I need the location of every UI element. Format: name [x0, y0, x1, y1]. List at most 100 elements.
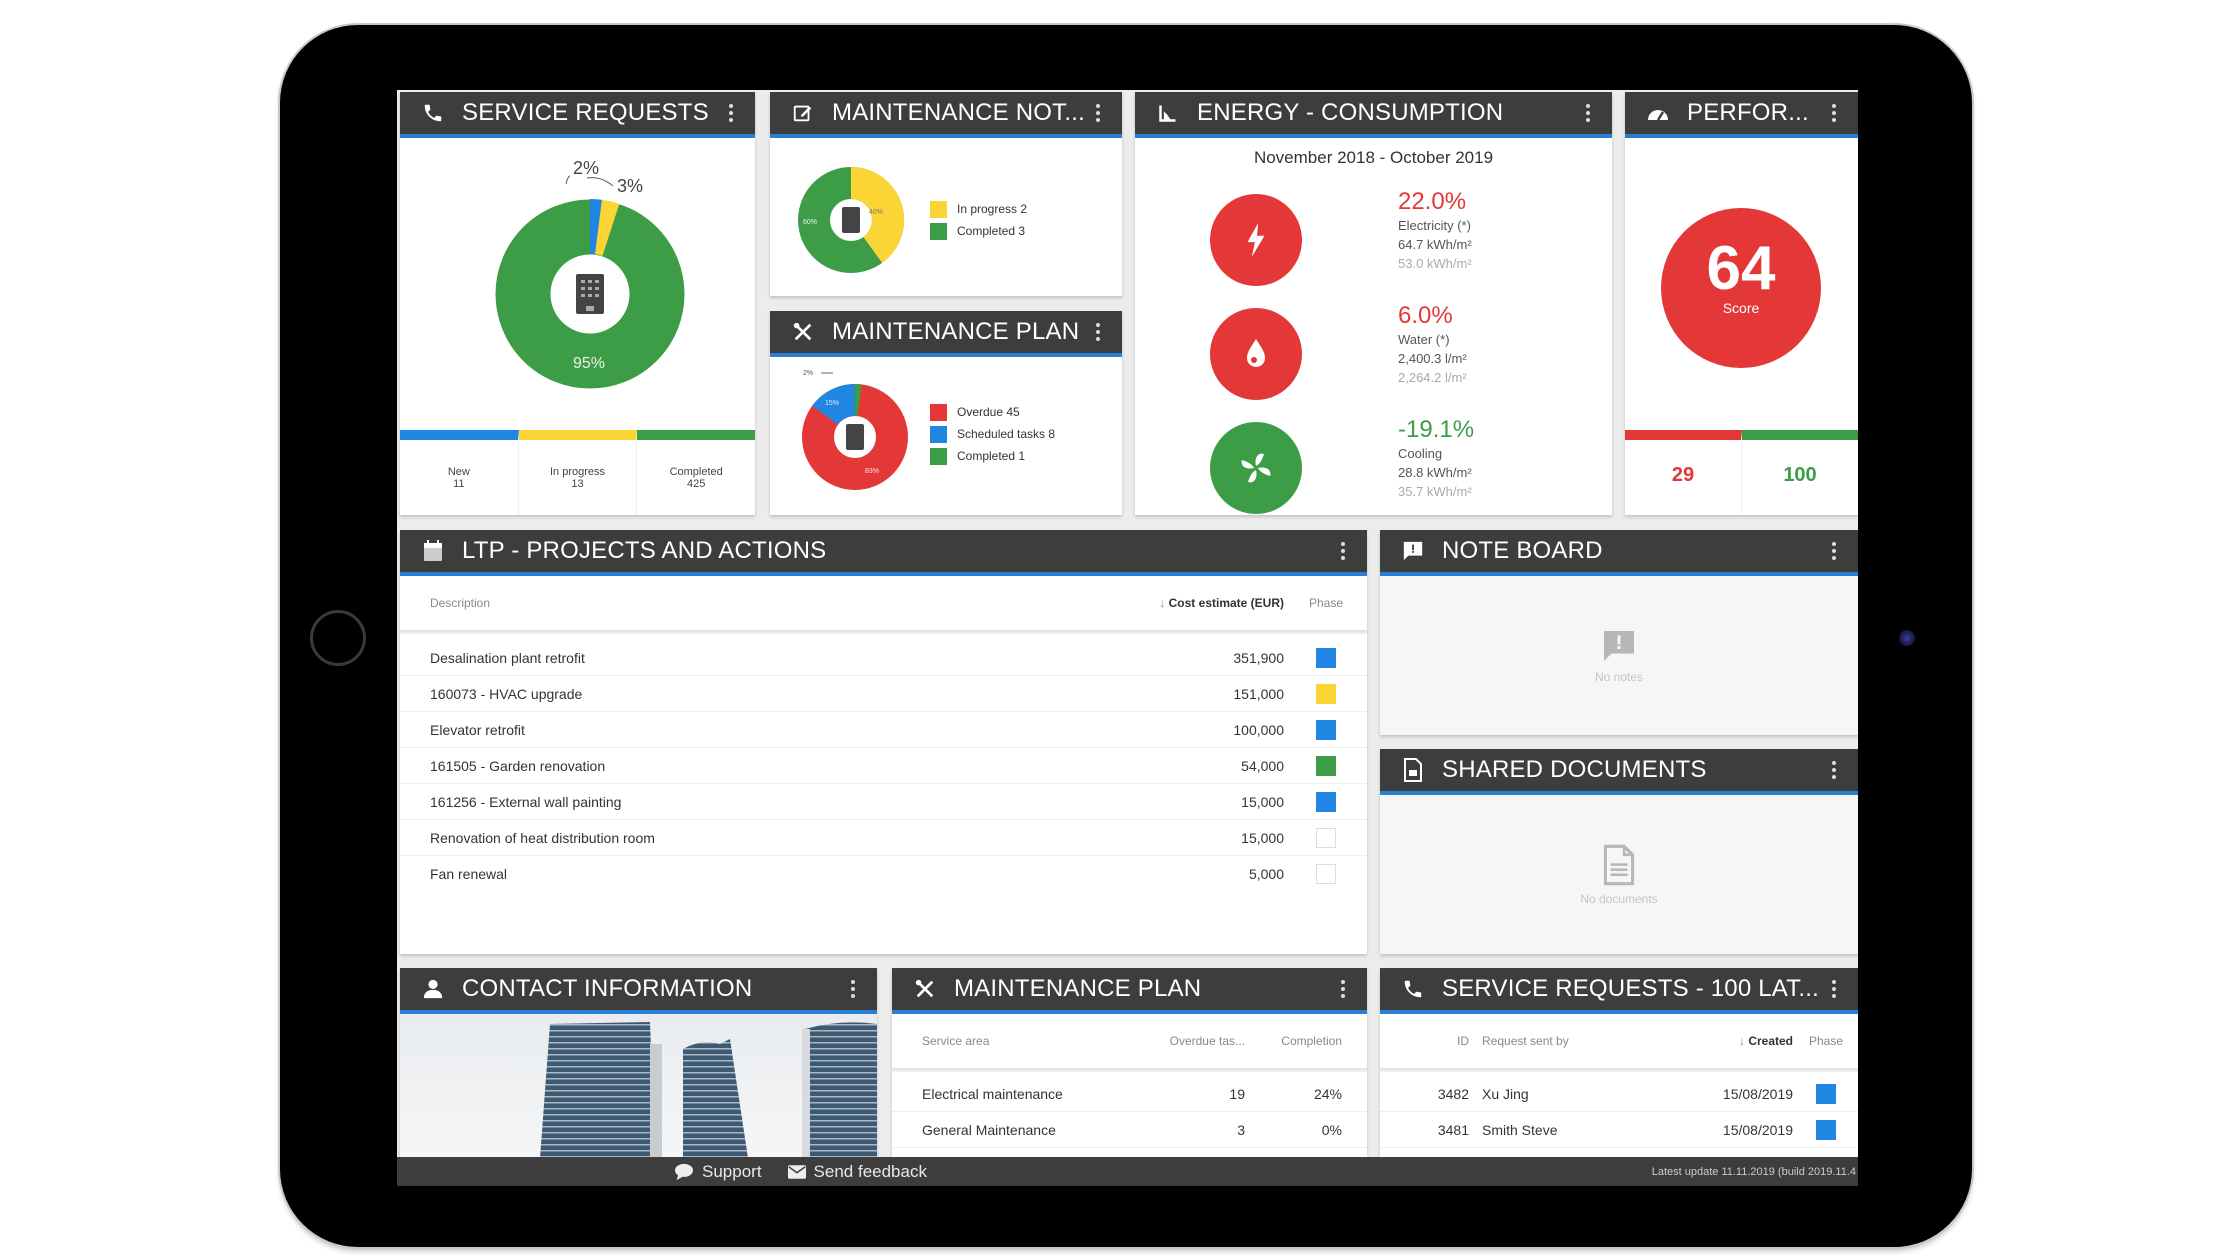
svg-text:3%: 3% [617, 176, 643, 196]
tools-icon [790, 319, 816, 345]
svg-text:2%: 2% [573, 158, 599, 178]
legend-item[interactable]: Completed 1 [930, 445, 1055, 467]
table-row[interactable]: Fan renewal 5,000 [400, 856, 1367, 892]
table-row[interactable]: Elevator retrofit 100,000 [400, 711, 1367, 748]
legend-item[interactable]: Scheduled tasks 8 [930, 423, 1055, 445]
support-link[interactable]: Support [674, 1162, 762, 1182]
column-header-phase[interactable]: Phase [1808, 1034, 1844, 1048]
svg-text:95%: 95% [573, 355, 605, 372]
widget-menu-button[interactable] [1824, 755, 1844, 785]
person-icon [420, 976, 446, 1002]
legend-item[interactable]: In progress 2 [930, 198, 1027, 220]
shared-documents-widget: SHARED DOCUMENTS No documents [1380, 749, 1858, 954]
widget-header: CONTACT INFORMATION [400, 968, 877, 1014]
note-icon [1400, 538, 1426, 564]
chat-bubble-icon [675, 1163, 693, 1180]
water-drop-icon [1210, 308, 1302, 400]
table-row[interactable]: 160073 - HVAC upgrade 151,000 [400, 675, 1367, 712]
column-header-cost[interactable]: ↓ Cost estimate (EUR) [1159, 596, 1284, 610]
calendar-icon [420, 538, 446, 564]
column-header-created[interactable]: ↓ Created [1738, 1034, 1793, 1048]
widget-menu-button[interactable] [1578, 98, 1598, 128]
legend: In progress 2 Completed 3 [930, 198, 1027, 242]
gauge-icon [1645, 100, 1671, 126]
widget-header: MAINTENANCE NOT... [770, 92, 1122, 138]
table-row[interactable]: 3481 Smith Steve 15/08/2019 [1380, 1111, 1858, 1148]
widget-menu-button[interactable] [1824, 974, 1844, 1004]
home-button[interactable] [310, 610, 366, 666]
widget-header: MAINTENANCE PLAN [892, 968, 1367, 1014]
service-requests-donut-chart[interactable]: 2% 3% 95% [470, 154, 710, 404]
lightning-icon [1210, 194, 1302, 286]
column-header-phase[interactable]: Phase [1308, 596, 1344, 610]
widget-menu-button[interactable] [721, 98, 741, 128]
widget-title: CONTACT INFORMATION [462, 975, 753, 1002]
phase-indicator [1316, 863, 1336, 884]
legend-item[interactable]: Completed 3 [930, 220, 1027, 242]
energy-item-water[interactable]: 6.0% Water (*) 2,400.3 l/m² 2,264.2 l/m² [1210, 302, 1590, 412]
empty-message: No documents [1580, 891, 1658, 906]
widget-title: SERVICE REQUESTS - 100 LAT... [1442, 975, 1820, 1002]
energy-consumption-widget: ENERGY - CONSUMPTION November 2018 - Oct… [1135, 92, 1612, 515]
phase-indicator [1816, 1083, 1836, 1104]
column-header-completion[interactable]: Completion [1281, 1034, 1342, 1048]
table-row[interactable]: 161505 - Garden renovation 54,000 [400, 747, 1367, 784]
widget-menu-button[interactable] [843, 974, 863, 1004]
column-header-overdue[interactable]: Overdue tas... [1169, 1034, 1245, 1048]
stat-in-progress[interactable]: In progress 13 [518, 430, 638, 515]
table-row[interactable]: Electrical maintenance 19 24% [892, 1076, 1367, 1112]
widget-title: PERFOR... [1687, 99, 1809, 126]
service-requests-table: ID Request sent by ↓ Created Phase [1380, 1014, 1858, 1068]
widget-menu-button[interactable] [1333, 974, 1353, 1004]
performance-min: 29 [1625, 430, 1742, 515]
stat-new[interactable]: New 11 [400, 430, 519, 515]
dashboard-screen: SERVICE REQUESTS 2% 3% 95% [397, 90, 1858, 1186]
ltp-table-body: Desalination plant retrofit 351,900 16007… [400, 640, 1367, 891]
empty-note-icon [1604, 630, 1634, 661]
column-header-id[interactable]: ID [1457, 1034, 1469, 1048]
energy-item-electricity[interactable]: 22.0% Electricity (*) 64.7 kWh/m² 53.0 k… [1210, 188, 1590, 298]
sort-down-icon: ↓ [1159, 596, 1169, 610]
widget-title: ENERGY - CONSUMPTION [1197, 99, 1504, 126]
widget-menu-button[interactable] [1088, 98, 1108, 128]
widget-menu-button[interactable] [1333, 536, 1353, 566]
phase-indicator [1316, 827, 1336, 848]
maintenance-plan-donut-chart[interactable]: 2% 15% 83% [790, 367, 920, 497]
table-row[interactable]: 161256 - External wall painting 15,000 [400, 783, 1367, 820]
table-row[interactable]: 3482 Xu Jing 15/08/2019 [1380, 1076, 1858, 1112]
column-header-sender[interactable]: Request sent by [1482, 1034, 1569, 1048]
fan-icon [1210, 422, 1302, 514]
performance-widget: PERFOR... 64 Score 29 100 [1625, 92, 1858, 515]
legend-item[interactable]: Overdue 45 [930, 401, 1055, 423]
column-header-service-area[interactable]: Service area [922, 1034, 990, 1048]
building-icon [846, 424, 864, 450]
table-row[interactable]: Renovation of heat distribution room 15,0… [400, 819, 1367, 856]
widget-title: SHARED DOCUMENTS [1442, 756, 1707, 783]
service-requests-stats: New 11 In progress 13 Completed 425 [400, 430, 755, 515]
phone-icon [1400, 976, 1426, 1002]
energy-item-cooling[interactable]: -19.1% Cooling 28.8 kWh/m² 35.7 kWh/m² [1210, 416, 1590, 515]
maintenance-plan-chart-widget: MAINTENANCE PLAN 2% 15% 83% Overdue 45 S… [770, 311, 1122, 515]
widget-menu-button[interactable] [1824, 98, 1844, 128]
empty-message: No notes [1594, 669, 1644, 684]
table-row[interactable]: General Maintenance 3 0% [892, 1111, 1367, 1148]
column-header-description[interactable]: Description [430, 596, 491, 610]
maintenance-notifications-donut-chart[interactable]: 40% 60% [796, 165, 906, 275]
stat-completed[interactable]: Completed 425 [637, 430, 755, 515]
performance-score-circle[interactable]: 64 Score [1661, 208, 1821, 368]
maintenance-plan-table-widget: MAINTENANCE PLAN Service area Overdue ta… [892, 968, 1367, 1158]
widget-menu-button[interactable] [1824, 536, 1844, 566]
send-feedback-link[interactable]: Send feedback [787, 1162, 927, 1182]
building-photo [400, 1014, 877, 1158]
widget-header: SERVICE REQUESTS [400, 92, 755, 138]
svg-text:15%: 15% [825, 400, 839, 407]
phase-indicator [1316, 791, 1336, 812]
performance-max: 100 [1742, 430, 1858, 515]
widget-header: LTP - PROJECTS AND ACTIONS [400, 530, 1367, 576]
widget-menu-button[interactable] [1088, 317, 1108, 347]
svg-text:83%: 83% [865, 468, 879, 475]
phase-indicator [1816, 1119, 1836, 1140]
legend: Overdue 45 Scheduled tasks 8 Completed 1 [930, 401, 1055, 467]
table-row[interactable]: Desalination plant retrofit 351,900 [400, 640, 1367, 676]
phase-indicator [1316, 683, 1336, 704]
